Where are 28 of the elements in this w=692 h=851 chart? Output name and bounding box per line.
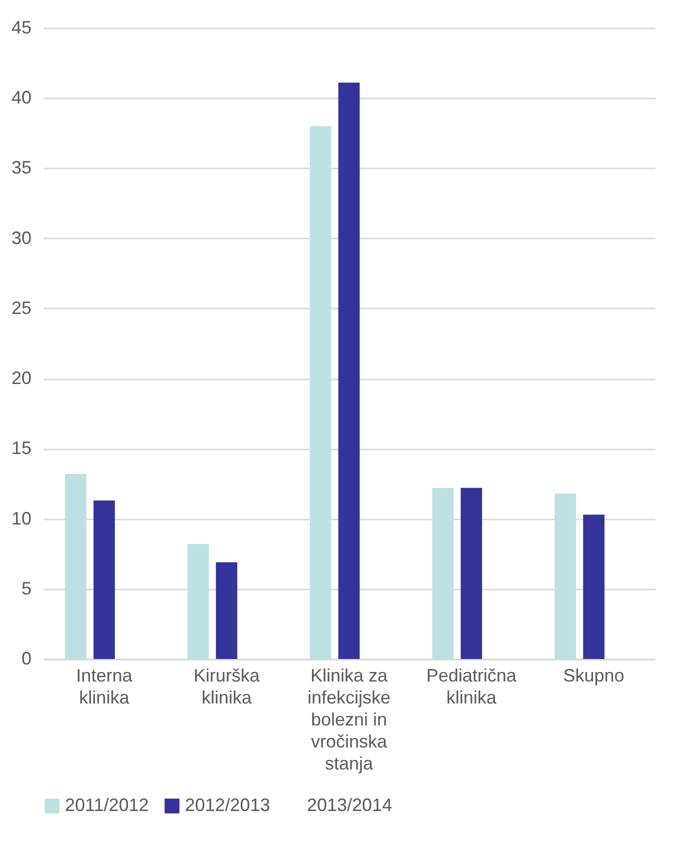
text: 2013/2014 [307,795,392,815]
y-tick-label: 15 [11,438,32,458]
bar [310,126,332,659]
bar [583,514,604,659]
bar [432,488,454,659]
x-tick-label: Klinika za infekcijske bolezni in vročinska stanja [307,666,391,774]
bar [554,494,576,659]
y-tick-label: 25 [11,298,32,318]
bar [216,562,238,659]
bar [187,544,209,659]
x-tick-label: Interna klinika [76,666,134,708]
bar [338,82,360,659]
y-tick-label: 20 [11,368,32,388]
y-tick-label: 40 [11,88,32,108]
x-tick-label: Skupno [563,666,624,686]
x-tick-label: Pediatrična klinika [426,666,518,708]
bar [65,474,86,659]
y-tick-label: 35 [11,158,32,178]
y-tick-label: 30 [11,228,32,248]
legend-label: 2012/2013 [185,795,270,815]
x-tick-label: Kirurška klinika [194,666,261,708]
bar [94,500,115,659]
y-tick-label: 45 [11,18,32,38]
legend-label: 2011/2012 [65,795,149,815]
y-tick-label: 0 [21,648,32,668]
y-tick-label: 5 [21,578,32,598]
bar [460,488,482,659]
y-tick-label: 10 [11,508,32,528]
